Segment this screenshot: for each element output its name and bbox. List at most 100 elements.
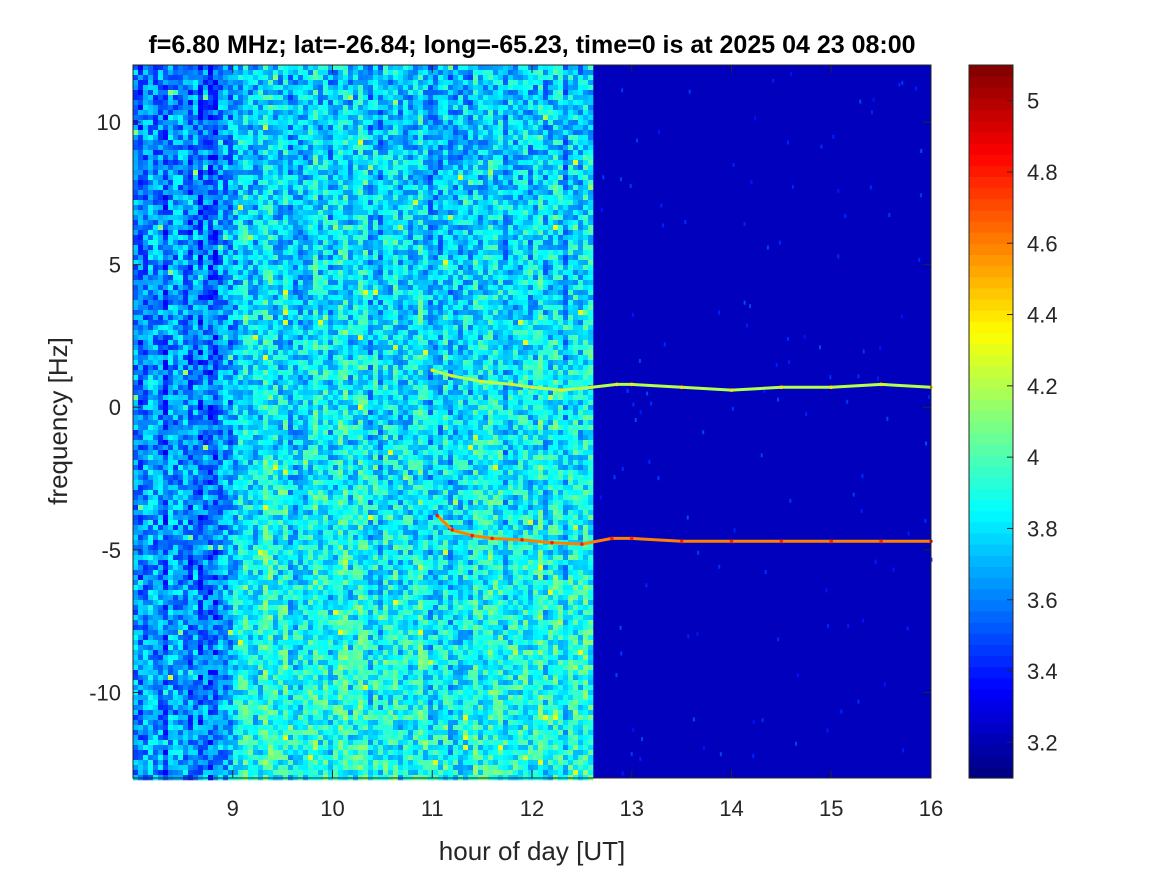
heatmap-cell — [133, 735, 139, 741]
heatmap-cell — [203, 720, 209, 726]
heatmap-cell — [173, 640, 179, 646]
heatmap-cell — [173, 595, 179, 601]
heatmap-cell — [158, 695, 164, 701]
heatmap-cell — [148, 100, 154, 106]
heatmap-cell — [263, 100, 269, 106]
heatmap-cell — [148, 670, 154, 676]
heatmap-cell — [208, 425, 214, 431]
heatmap-cell — [278, 335, 284, 341]
heatmap-cell — [243, 590, 249, 596]
heatmap-cell — [228, 605, 234, 611]
heatmap-cell — [138, 765, 144, 771]
heatmap-cell — [298, 630, 304, 636]
heatmap-cell — [283, 235, 289, 241]
heatmap-cell — [273, 590, 279, 596]
heatmap-cell — [223, 315, 229, 321]
heatmap-cell — [178, 635, 184, 641]
heatmap-cell — [293, 80, 299, 86]
heatmap-cell — [293, 220, 299, 226]
heatmap-cell — [133, 535, 139, 541]
heatmap-cell — [278, 575, 284, 581]
heatmap-cell — [233, 75, 239, 81]
heatmap-cell — [303, 665, 309, 671]
heatmap-cell — [138, 705, 144, 711]
heatmap-cell — [173, 560, 179, 566]
heatmap-cell — [143, 425, 149, 431]
heatmap-cell — [163, 590, 169, 596]
heatmap-cell — [233, 165, 239, 171]
heatmap-cell — [238, 195, 244, 201]
heatmap-cell — [158, 515, 164, 521]
heatmap-cell — [278, 465, 284, 471]
heatmap-cell — [278, 740, 284, 746]
heatmap-cell — [168, 715, 174, 721]
heatmap-cell — [223, 460, 229, 466]
heatmap-cell — [183, 720, 189, 726]
heatmap-cell — [198, 595, 204, 601]
heatmap-cell — [288, 130, 294, 136]
heatmap-cell — [188, 455, 194, 461]
heatmap-cell — [233, 725, 239, 731]
heatmap-cell — [213, 455, 219, 461]
heatmap-cell — [278, 270, 284, 276]
heatmap-cell — [233, 560, 239, 566]
heatmap-cell — [243, 520, 249, 526]
heatmap-cell — [243, 245, 249, 251]
heatmap-cell — [243, 420, 249, 426]
heatmap-cell — [163, 520, 169, 526]
heatmap-cell — [303, 540, 309, 546]
heatmap-cell — [218, 95, 224, 101]
heatmap-cell — [148, 280, 154, 286]
heatmap-cell — [203, 640, 209, 646]
heatmap-cell — [203, 440, 209, 446]
heatmap-cell — [218, 230, 224, 236]
heatmap-cell — [163, 235, 169, 241]
heatmap-cell — [243, 430, 249, 436]
heatmap-cell — [238, 545, 244, 551]
heatmap-cell — [193, 455, 199, 461]
heatmap-cell — [268, 730, 274, 736]
heatmap-cell — [253, 495, 259, 501]
heatmap-cell — [278, 420, 284, 426]
heatmap-cell — [158, 525, 164, 531]
heatmap-cell — [293, 255, 299, 261]
heatmap-cell — [198, 280, 204, 286]
heatmap-cell — [148, 485, 154, 491]
heatmap-cell — [258, 255, 264, 261]
heatmap-cell — [278, 675, 284, 681]
heatmap-cell — [213, 420, 219, 426]
heatmap-cell — [173, 405, 179, 411]
heatmap-cell — [243, 510, 249, 516]
heatmap-cell — [153, 520, 159, 526]
heatmap-cell — [263, 485, 269, 491]
heatmap-cell — [173, 195, 179, 201]
heatmap-cell — [238, 200, 244, 206]
heatmap-cell — [283, 655, 289, 661]
heatmap-cell — [273, 550, 279, 556]
heatmap-cell — [203, 235, 209, 241]
heatmap-cell — [303, 385, 309, 391]
heatmap-cell — [243, 660, 249, 666]
heatmap-cell — [278, 585, 284, 591]
heatmap-cell — [243, 635, 249, 641]
heatmap-cell — [293, 180, 299, 186]
heatmap-cell — [188, 530, 194, 536]
heatmap-cell — [293, 675, 299, 681]
heatmap-cell — [163, 145, 169, 151]
heatmap-cell — [243, 155, 249, 161]
heatmap-cell — [208, 305, 214, 311]
heatmap-cell — [258, 220, 264, 226]
heatmap-cell — [193, 180, 199, 186]
heatmap-cell — [288, 435, 294, 441]
heatmap-cell — [298, 710, 304, 716]
heatmap-cell — [283, 95, 289, 101]
heatmap-cell — [178, 555, 184, 561]
heatmap-cell — [208, 615, 214, 621]
heatmap-cell — [248, 585, 254, 591]
heatmap-cell — [243, 195, 249, 201]
heatmap-cell — [278, 665, 284, 671]
heatmap-cell — [163, 295, 169, 301]
heatmap-cell — [203, 480, 209, 486]
heatmap-cell — [248, 645, 254, 651]
heatmap-cell — [193, 635, 199, 641]
